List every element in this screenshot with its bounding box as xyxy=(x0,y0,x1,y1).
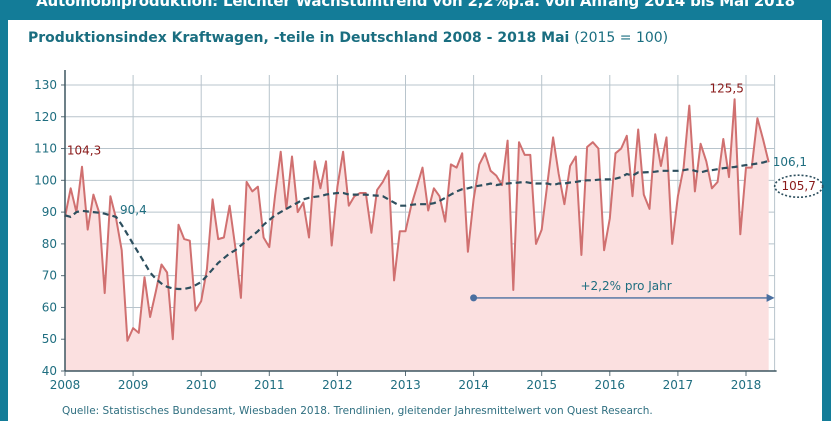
x-tick-label: 2009 xyxy=(118,378,149,392)
y-tick-label: 60 xyxy=(42,300,57,314)
annotation-label: 90,4 xyxy=(120,203,147,217)
x-tick-label: 2018 xyxy=(731,378,762,392)
series-line-production-index xyxy=(64,98,770,342)
x-tick-label: 2012 xyxy=(322,378,353,392)
chart-subtitle: Produktionsindex Kraftwagen, -teile in D… xyxy=(28,30,668,46)
x-tick-label: 2013 xyxy=(390,378,421,392)
x-tick-label: 2008 xyxy=(50,378,81,392)
x-tick-label: 2016 xyxy=(595,378,626,392)
y-tick-label: 40 xyxy=(42,364,57,378)
header-title: Automobilproduktion: Leichter Wachstumtr… xyxy=(36,0,795,10)
trend-arrow-start-dot xyxy=(470,294,478,302)
y-tick-label: 130 xyxy=(34,78,57,92)
x-tick-label: 2017 xyxy=(663,378,694,392)
annotation-label: 104,3 xyxy=(67,144,101,158)
y-tick-label: 90 xyxy=(42,205,57,219)
series-area xyxy=(64,98,770,372)
annotation-label: 125,5 xyxy=(709,81,743,95)
y-tick-label: 100 xyxy=(34,173,57,187)
annotation-label: 106,1 xyxy=(773,155,807,169)
subtitle-base: (2015 = 100) xyxy=(574,30,669,46)
subtitle-main: Produktionsindex Kraftwagen, -teile in D… xyxy=(28,30,570,46)
x-tick-label: 2010 xyxy=(186,378,217,392)
y-tick-label: 120 xyxy=(34,110,57,124)
tick-labels: 40 50 60 70 80 90 100 110 120 130 2008 2009 2010 2011… xyxy=(34,78,761,392)
y-tick-label: 50 xyxy=(42,332,57,346)
y-tick-label: 70 xyxy=(42,269,57,283)
source-note: Quelle: Statistisches Bundesamt, Wiesbad… xyxy=(62,405,653,417)
annotations: 104,3 90,4 125,5 106,1 105,7 +2,2% pro Jahr xyxy=(67,81,824,302)
trend-arrow-head xyxy=(766,293,775,302)
trend-growth-label: +2,2% pro Jahr xyxy=(580,279,671,293)
y-tick-label: 80 xyxy=(42,237,57,251)
series-fill xyxy=(65,99,769,372)
annotation-label: 105,7 xyxy=(782,179,816,193)
x-tick-label: 2014 xyxy=(458,378,489,392)
x-tick-label: 2011 xyxy=(254,378,285,392)
y-tick-label: 110 xyxy=(34,142,57,156)
highlight-circle xyxy=(773,174,824,199)
x-tick-label: 2015 xyxy=(526,378,557,392)
axes xyxy=(61,69,777,376)
